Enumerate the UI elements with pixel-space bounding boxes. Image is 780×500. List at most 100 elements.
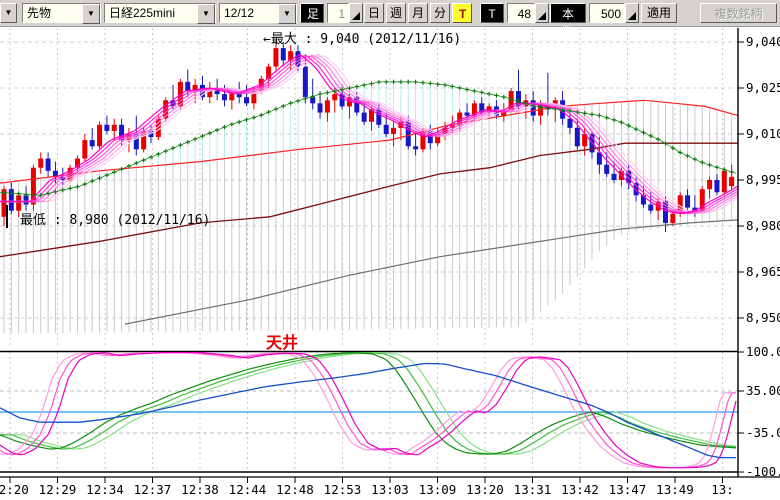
honsu-button[interactable]: 本数 [550,3,586,39]
candle-body [699,189,705,211]
chevron-down-icon[interactable]: ▼ [82,4,100,24]
time-axis-label: 13:20 [466,482,504,497]
candle-body [266,66,272,79]
candle-body [75,158,80,168]
candle-body [30,167,36,205]
oscillator-layer [0,350,738,473]
candle-body [361,112,367,122]
chevron-down-icon[interactable]: ▼ [278,4,296,24]
candle-body [486,106,492,113]
contract-month-combo[interactable]: 12/12 ▼ [219,3,297,24]
candle-body [141,130,147,150]
symbol-combo[interactable]: 日経225mini ▼ [104,3,216,24]
minute-button[interactable]: 分 [430,3,450,23]
candle-body [714,180,720,193]
candle-body [97,124,103,147]
candle-body [640,195,646,205]
red-ma-line [0,99,739,184]
price-axis-label: 9,040 [746,34,780,49]
spinner-icon [628,12,636,20]
candle-body [339,94,345,107]
candle-body [229,91,235,101]
candle-body [420,130,426,150]
interval-field[interactable]: 1 [327,3,349,23]
rci-line [0,351,737,455]
bar-count-field[interactable]: 500 [589,3,625,23]
partial-combo-arrow-button[interactable]: ▼ [0,3,17,23]
daily-button[interactable]: 日 [364,3,384,23]
candle-body [302,66,308,98]
weekly-button[interactable]: 週 [386,3,406,23]
candle-body [310,97,316,104]
price-axis-label: 9,025 [746,80,780,95]
tick-count-field[interactable]: 48 [507,3,535,23]
candle-body [427,130,433,144]
time-axis-label: 13:47 [609,482,647,497]
rci-line [0,351,737,455]
rci-line [0,351,737,455]
candle-body [214,88,220,95]
apply-button[interactable]: 適用 [641,3,677,23]
candle-body [663,201,668,223]
rci-line [0,362,736,459]
candle-body [288,51,294,61]
candle-body [82,140,88,159]
multi-symbol-button[interactable]: 複数銘柄 [700,3,777,23]
candle-body [369,109,374,122]
candle-body [23,195,29,205]
ema-ribbon-line [0,53,739,214]
chevron-down-icon[interactable]: ▼ [197,4,215,24]
grid-layer [0,28,738,472]
ashi-button[interactable]: 足 [300,3,324,23]
rci-line [0,352,737,469]
spinner-icon [352,12,360,20]
interval-spinner[interactable] [349,3,363,23]
tick-mode-button[interactable]: T [480,3,504,23]
candle-body [670,213,676,223]
candle-body [244,97,250,104]
time-axis-label: 12:53 [324,482,362,497]
time-axis-label: 12:29 [39,482,77,497]
rci-line [0,352,736,469]
candle-body [516,91,521,107]
candle-body [457,112,463,125]
price-axis-label: 8,950 [746,310,780,325]
green-dotted-ma-line [0,81,737,196]
time-axis-label: 13:03 [371,482,409,497]
candle-body [104,124,110,131]
candle-body [354,97,360,113]
chart-root: 9,040 9,025 9,010 8,995 8,980 8,965 8,950 100.0… [0,28,780,497]
candle-body [391,127,397,134]
candle-body [648,204,654,211]
ema-ribbon-line [0,54,739,215]
candle-body [111,124,117,131]
candle-body [729,176,735,187]
candle-body [685,195,691,208]
chart-canvas[interactable]: 9,040 9,025 9,010 8,995 8,980 8,965 8,950 100.0… [0,26,780,500]
market-combo[interactable]: 先物 ▼ [22,3,101,24]
ma-overlay-layer [0,53,739,325]
candle-body [707,180,713,190]
time-axis-label: 13: [711,482,734,497]
monthly-button[interactable]: 月 [408,3,428,23]
candle-body [574,127,580,147]
candle-body [582,134,588,147]
time-axis-label: 12:44 [229,482,267,497]
bar-count-spinner[interactable] [625,3,639,23]
candle-body [155,118,161,138]
candle-body [611,173,617,180]
tick-count-spinner[interactable] [535,3,549,23]
market-combo-value: 先物 [27,6,52,20]
candle-body [207,88,213,98]
time-axis-label: 13:09 [419,482,457,497]
candle-body [163,100,169,119]
candlestick-layer [1,42,735,233]
candle-body [413,146,419,150]
candle-body [16,195,22,211]
price-axis-label: 8,995 [746,172,780,187]
candle-body [435,134,441,144]
candle-body [67,167,73,180]
price-axis-label: 8,980 [746,218,780,233]
tick-toggle-button-active[interactable]: T [452,3,472,23]
